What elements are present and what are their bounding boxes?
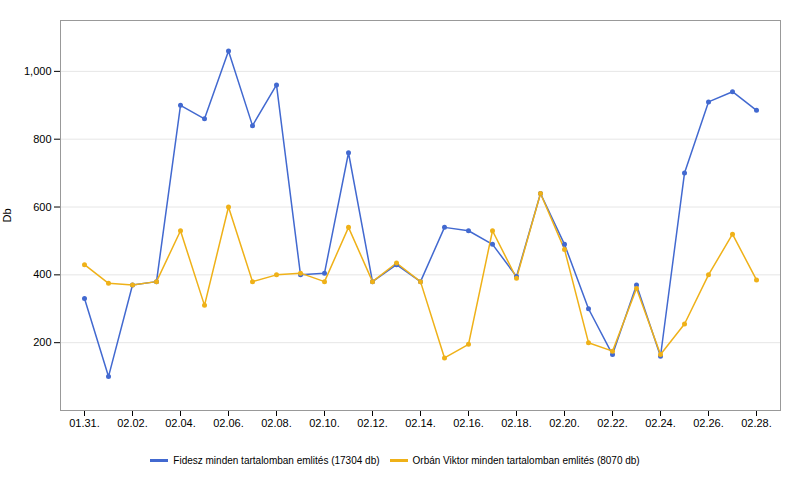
svg-text:02.26.: 02.26. (693, 417, 724, 429)
svg-text:02.18.: 02.18. (501, 417, 532, 429)
svg-text:02.24.: 02.24. (645, 417, 676, 429)
svg-text:01.31.: 01.31. (69, 417, 100, 429)
svg-text:02.20.: 02.20. (549, 417, 580, 429)
svg-text:02.28.: 02.28. (741, 417, 772, 429)
svg-text:02.16.: 02.16. (453, 417, 484, 429)
svg-text:Db: Db (1, 208, 13, 222)
svg-text:200: 200 (33, 336, 51, 348)
svg-text:02.12.: 02.12. (357, 417, 388, 429)
svg-text:600: 600 (33, 201, 51, 213)
svg-text:02.02.: 02.02. (117, 417, 148, 429)
svg-text:02.10.: 02.10. (309, 417, 340, 429)
svg-text:400: 400 (33, 268, 51, 280)
svg-text:02.04.: 02.04. (165, 417, 196, 429)
svg-text:02.08.: 02.08. (261, 417, 292, 429)
svg-text:1,000: 1,000 (24, 65, 52, 77)
html-text:Orbán Viktor minden tartalomba: Orbán Viktor minden tartalomban emlités … (412, 455, 640, 466)
svg-text:02.14.: 02.14. (405, 417, 436, 429)
svg-text:02.22.: 02.22. (597, 417, 628, 429)
svg-text:02.06.: 02.06. (213, 417, 244, 429)
svg-text:800: 800 (33, 133, 51, 145)
html-text:Fidesz minden tartalomban emli: Fidesz minden tartalomban emlités (17304… (173, 455, 380, 466)
